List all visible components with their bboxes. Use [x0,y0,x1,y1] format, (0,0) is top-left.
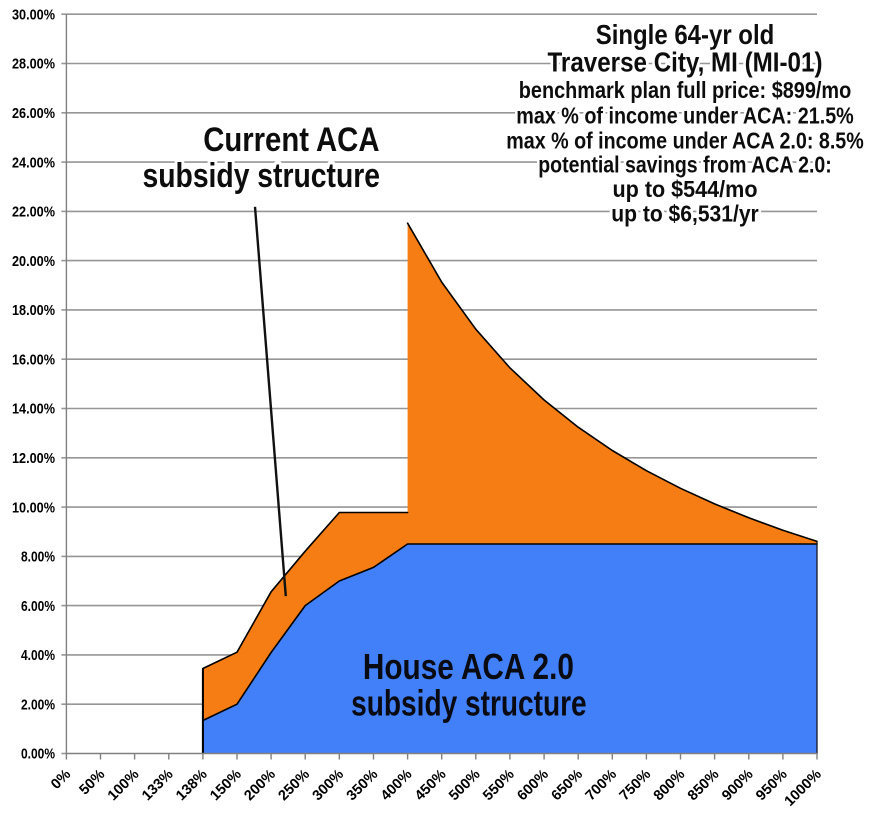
svg-text:potential savings from ACA 2.0: potential savings from ACA 2.0: [538,152,832,178]
svg-text:Single 64-yr old: Single 64-yr old [596,19,775,50]
svg-text:max % of income under ACA 2.0:: max % of income under ACA 2.0: 8.5% [506,128,864,154]
svg-text:30.00%: 30.00% [12,7,55,23]
svg-text:26.00%: 26.00% [12,106,55,122]
svg-text:0.00%: 0.00% [21,747,55,763]
svg-text:subsidy structure: subsidy structure [143,157,381,195]
svg-text:22.00%: 22.00% [12,205,55,221]
svg-text:subsidy structure: subsidy structure [351,683,587,724]
svg-text:12.00%: 12.00% [12,451,55,467]
svg-text:28.00%: 28.00% [12,57,55,73]
svg-text:2.00%: 2.00% [21,697,55,713]
svg-text:4.00%: 4.00% [21,648,55,664]
svg-text:up to $6,531/yr: up to $6,531/yr [611,201,759,227]
svg-text:House ACA 2.0: House ACA 2.0 [363,646,574,687]
svg-text:Current ACA: Current ACA [203,121,379,159]
svg-text:6.00%: 6.00% [21,599,55,615]
svg-text:14.00%: 14.00% [12,402,55,418]
svg-text:Traverse City, MI (MI-01): Traverse City, MI (MI-01) [548,47,823,78]
svg-text:24.00%: 24.00% [12,155,55,171]
svg-text:20.00%: 20.00% [12,254,55,270]
svg-text:benchmark plan full price: $89: benchmark plan full price: $899/mo [519,77,852,103]
svg-text:up to $544/mo: up to $544/mo [613,176,758,202]
svg-text:max % of income under ACA: 21.: max % of income under ACA: 21.5% [516,103,854,129]
svg-text:10.00%: 10.00% [12,500,55,516]
svg-text:8.00%: 8.00% [21,550,55,566]
svg-text:16.00%: 16.00% [12,352,55,368]
svg-text:18.00%: 18.00% [12,303,55,319]
